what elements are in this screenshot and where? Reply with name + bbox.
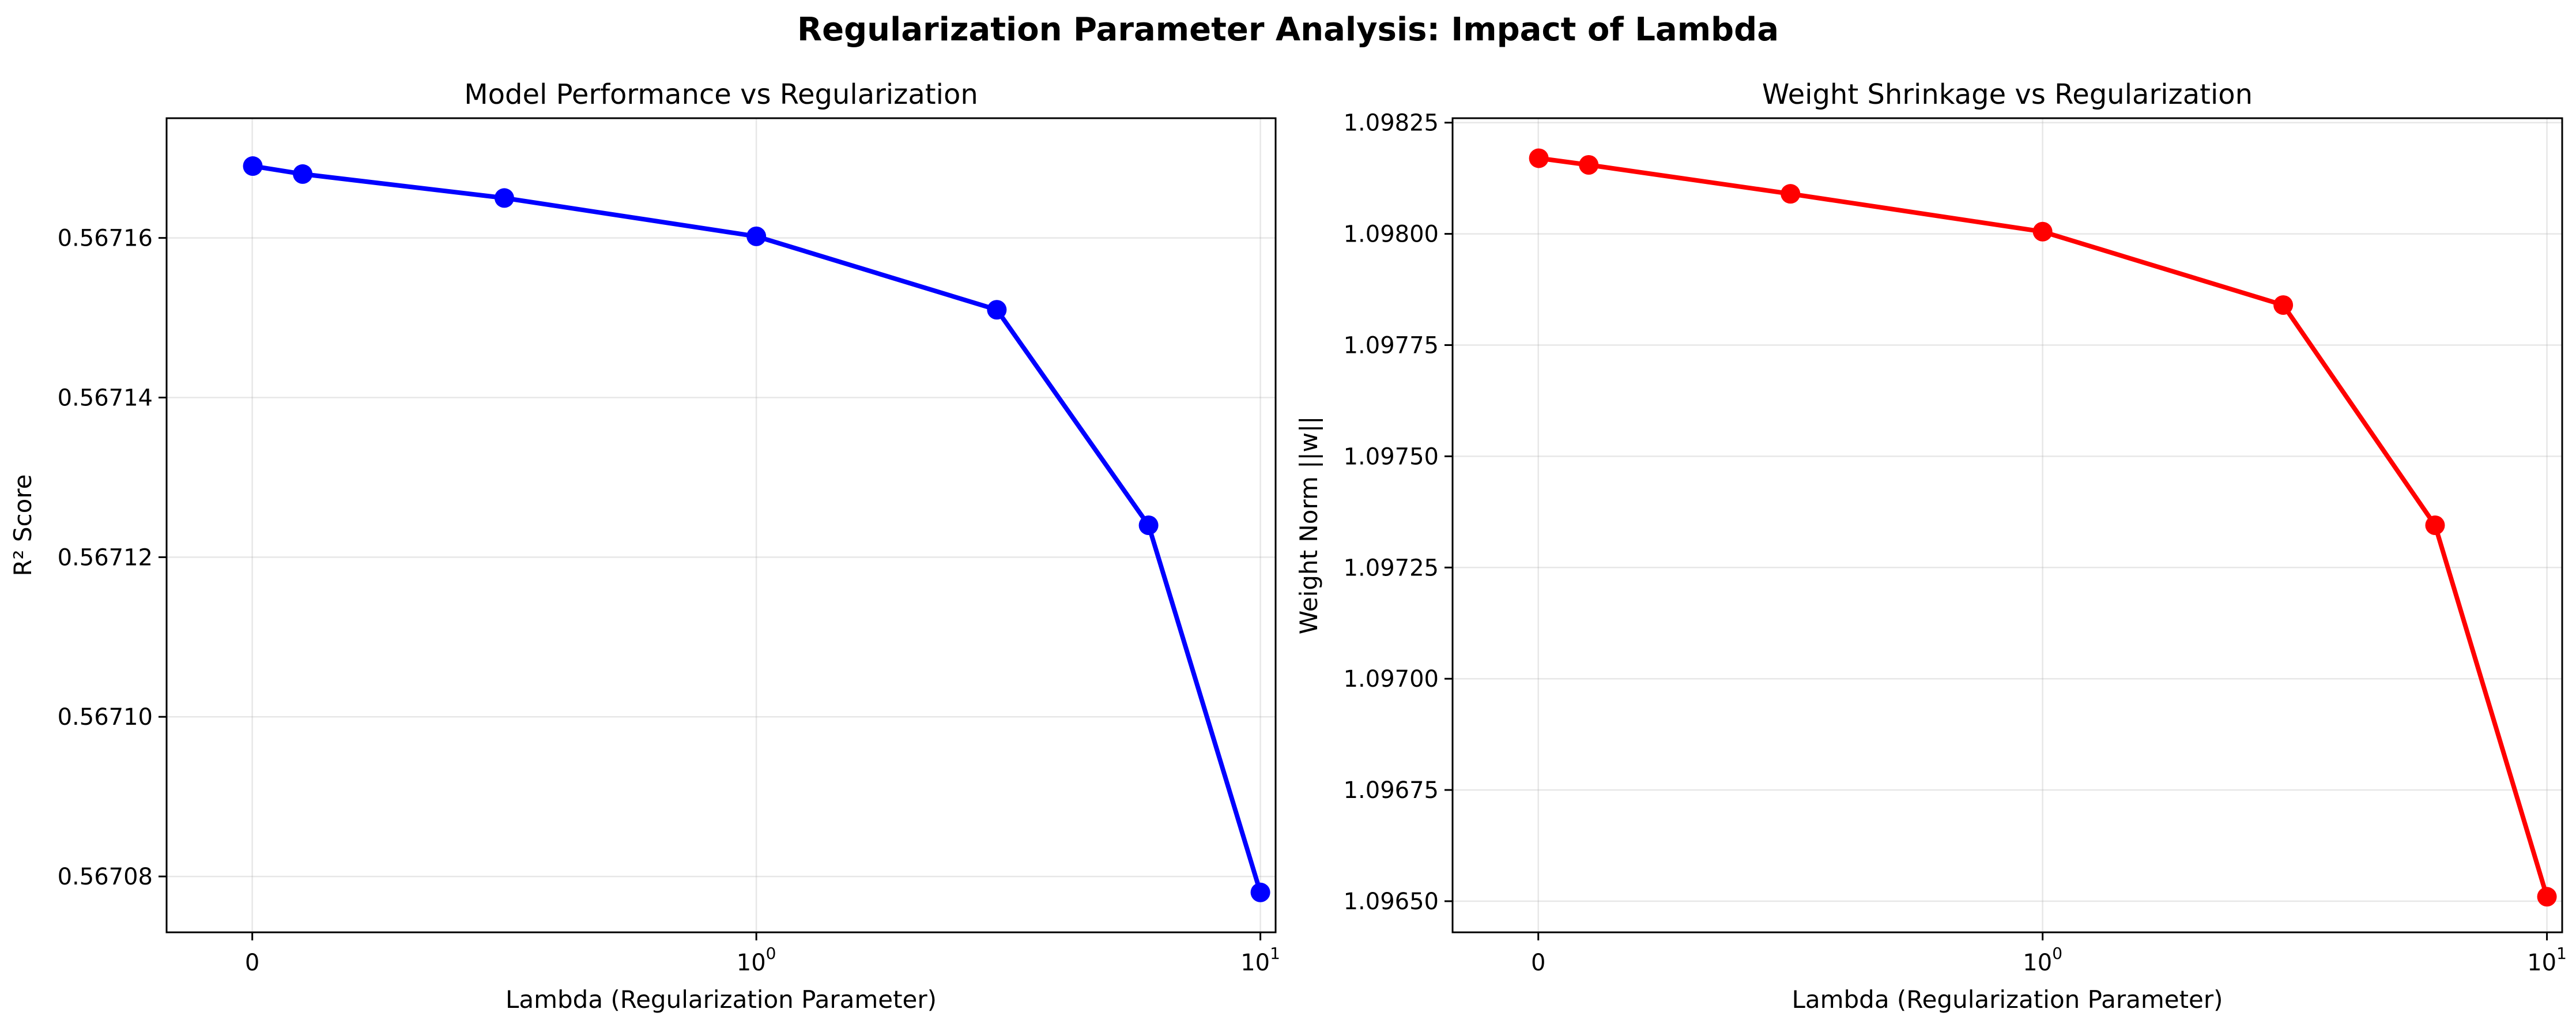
performance-data-point xyxy=(293,164,313,184)
performance-xtick-label: 100 xyxy=(737,944,776,976)
chart-weight-shrinkage: 0 100 101 1.09650 1.09675 1.09700 1.09725 1.097… xyxy=(1295,78,2567,1014)
performance-x-axis-label: Lambda (Regularization Parameter) xyxy=(506,985,937,1014)
performance-data-point xyxy=(1138,515,1159,535)
performance-data-point xyxy=(746,226,767,246)
performance-xtick-label: 101 xyxy=(1240,944,1280,976)
performance-data-point xyxy=(494,188,514,208)
weights-ytick-label: 1.09675 xyxy=(1344,777,1439,804)
weights-data-point xyxy=(2032,221,2053,242)
weights-ytick-label: 1.09650 xyxy=(1344,889,1439,915)
performance-data-point xyxy=(987,300,1007,320)
weights-xtick-label: 100 xyxy=(2023,944,2062,976)
weights-data-point xyxy=(1529,148,1549,168)
performance-xtick-label: 0 xyxy=(245,950,259,976)
weights-xtick-label: 0 xyxy=(1531,950,1545,976)
weights-data-point xyxy=(1579,155,1599,175)
weights-chart-title: Weight Shrinkage vs Regularization xyxy=(1762,78,2253,111)
chart-model-performance: 0 100 101 0.56708 0.56710 0.56712 0.56714 0.567… xyxy=(9,78,1280,1014)
weights-ytick-label: 1.09700 xyxy=(1344,666,1439,692)
weights-data-point xyxy=(2273,295,2294,315)
weights-data-point xyxy=(1781,184,1801,204)
performance-axes-frame xyxy=(165,117,1277,933)
weights-y-axis-label: Weight Norm ||w|| xyxy=(1295,416,1323,635)
weights-ytick-label: 1.09800 xyxy=(1344,221,1439,248)
figure-suptitle: Regularization Parameter Analysis: Impac… xyxy=(797,11,1779,48)
weights-ytick-label: 1.09775 xyxy=(1344,333,1439,359)
performance-ytick-label: 0.56712 xyxy=(58,544,153,571)
weights-data-point xyxy=(2425,515,2445,535)
performance-ytick-label: 0.56716 xyxy=(58,225,153,252)
performance-ytick-label: 0.56714 xyxy=(58,385,153,412)
performance-ytick-label: 0.56710 xyxy=(58,704,153,731)
weights-x-axis-label: Lambda (Regularization Parameter) xyxy=(1791,985,2223,1014)
weights-ytick-label: 1.09725 xyxy=(1344,555,1439,581)
weights-ytick-label: 1.09825 xyxy=(1344,110,1439,137)
performance-y-axis-label: R² Score xyxy=(9,474,37,576)
weights-xtick-label: 101 xyxy=(2527,944,2567,976)
performance-chart-title: Model Performance vs Regularization xyxy=(464,78,978,111)
performance-ytick-label: 0.56708 xyxy=(58,864,153,890)
weights-axes-frame xyxy=(1451,117,2563,933)
performance-data-point xyxy=(1250,882,1270,902)
performance-data-point xyxy=(243,156,263,176)
weights-data-point xyxy=(2537,887,2557,907)
weights-ytick-label: 1.09750 xyxy=(1344,443,1439,470)
